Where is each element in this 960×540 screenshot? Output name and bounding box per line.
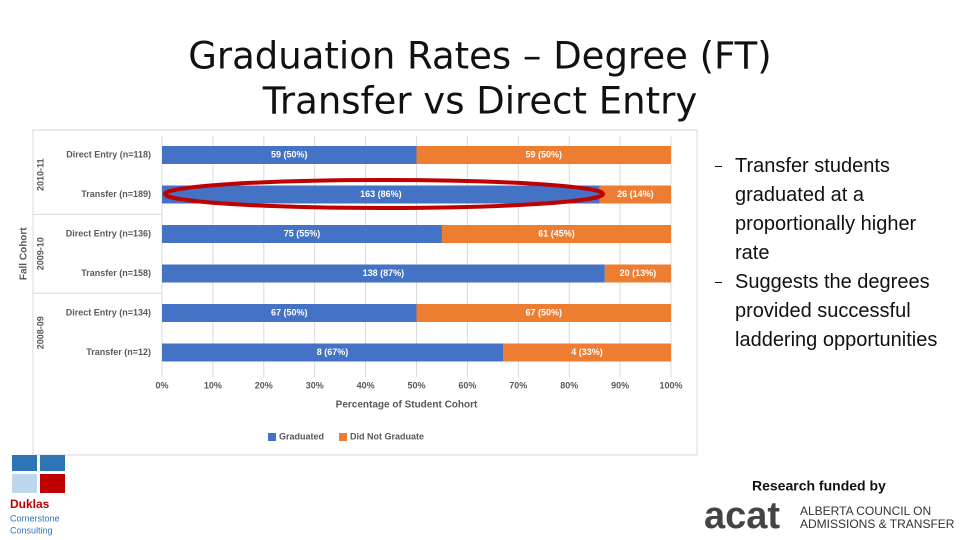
x-tick-label: 100% — [659, 380, 682, 390]
legend-swatch — [339, 433, 348, 441]
y-axis-title: Fall Cohort — [19, 227, 30, 280]
group-label: 2010-11 — [35, 158, 45, 191]
x-tick-label: 90% — [611, 380, 629, 390]
value-label: 59 (50%) — [271, 149, 308, 159]
value-label: 20 (13%) — [620, 268, 657, 278]
highlight-ellipse — [163, 178, 605, 210]
logo-text: Duklas — [10, 497, 50, 511]
x-tick-label: 80% — [560, 380, 578, 390]
bullet: Transfer students graduated at a proport… — [713, 152, 953, 268]
bullet-list: Transfer students graduated at a proport… — [713, 152, 953, 355]
y-tick-label: Direct Entry (n=118) — [66, 149, 151, 159]
value-label: 75 (55%) — [284, 228, 321, 238]
bar-segment — [416, 146, 671, 164]
funding-text: Research funded by — [752, 478, 886, 494]
bar-segment — [162, 146, 417, 164]
chart-frame — [32, 129, 698, 456]
x-tick-label: 30% — [306, 380, 324, 390]
x-tick-label: 70% — [509, 380, 527, 390]
legend-label: Graduated — [279, 431, 324, 441]
value-label: 61 (45%) — [538, 228, 575, 238]
logo-square — [12, 455, 37, 471]
bar-segment — [162, 185, 600, 204]
bullet-dash — [715, 166, 722, 167]
bar-segment — [162, 225, 442, 243]
value-label: 67 (50%) — [271, 307, 308, 317]
bar-segment — [162, 343, 504, 362]
x-tick-label: 60% — [458, 380, 476, 390]
bar-segment — [604, 264, 671, 283]
value-label: 67 (50%) — [525, 307, 562, 317]
acat-name: ALBERTA COUNCIL ON — [800, 504, 931, 518]
legend-label: Did Not Graduate — [350, 431, 424, 441]
chart: 0% 10% 20% 30% 40% 50% 60% 70% 80% 90% 100% Percent… — [19, 136, 683, 441]
x-tick-label: 50% — [407, 380, 425, 390]
value-label: 138 (87%) — [363, 268, 405, 278]
value-label: 26 (14%) — [617, 189, 654, 199]
bar-segment — [503, 343, 671, 362]
legend-swatch — [268, 433, 276, 441]
y-tick-label: Transfer (n=189) — [81, 189, 151, 199]
x-tick-label: 20% — [255, 380, 273, 390]
logo-text: Consulting — [10, 525, 53, 535]
y-tick-label: Transfer (n=12) — [86, 347, 151, 357]
value-label: 163 (86%) — [360, 189, 402, 199]
value-label: 8 (67%) — [317, 347, 349, 357]
title-line: Transfer vs Direct Entry — [262, 80, 697, 123]
bullet: Suggests the degrees provided successful… — [713, 268, 953, 355]
bar-segment — [416, 304, 671, 322]
group-label: 2009-10 — [35, 237, 45, 270]
y-tick-label: Direct Entry (n=134) — [66, 307, 151, 317]
y-tick-label: Transfer (n=158) — [81, 268, 151, 278]
x-axis-title: Percentage of Student Cohort — [336, 400, 478, 411]
logo-square — [40, 474, 65, 493]
title-line: Graduation Rates – Degree (FT) — [188, 35, 771, 78]
value-label: 59 (50%) — [525, 149, 562, 159]
x-tick-label: 10% — [204, 380, 222, 390]
bar-segment — [162, 264, 605, 283]
bar-segment — [441, 225, 671, 243]
bar-segment — [599, 185, 671, 204]
logo-text: Cornerstone — [10, 513, 60, 523]
bullet-text: Transfer students graduated at a proport… — [735, 155, 917, 264]
bullet-text: Suggests the degrees provided successful… — [735, 271, 938, 351]
bullet-dash — [715, 282, 722, 283]
value-label: 4 (33%) — [571, 347, 603, 357]
x-tick-label: 40% — [357, 380, 375, 390]
bar-segment — [162, 304, 417, 322]
group-label: 2008-09 — [35, 316, 45, 349]
acat-logo: acat — [704, 495, 780, 537]
logo-square — [12, 474, 37, 493]
x-tick-label: 0% — [155, 380, 168, 390]
logo-square — [40, 455, 65, 471]
y-tick-label: Direct Entry (n=136) — [66, 228, 151, 238]
acat-name: ADMISSIONS & TRANSFER — [800, 517, 955, 531]
